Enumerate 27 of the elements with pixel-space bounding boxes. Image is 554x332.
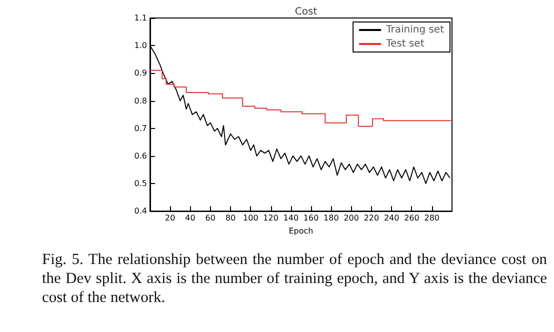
x-tick-label: 220 — [364, 214, 380, 223]
x-tick-label: 200 — [344, 214, 359, 223]
x-axis-title: Epoch — [288, 226, 314, 236]
x-tick-label: 280 — [424, 214, 440, 223]
chart-title: Cost — [294, 6, 318, 18]
x-tick-label: 260 — [404, 214, 420, 223]
y-tick-label: 1.1 — [134, 14, 147, 22]
y-tick-label: 0.7 — [134, 124, 147, 133]
x-tick-label: 120 — [263, 214, 278, 223]
x-tick-label: 20 — [165, 214, 176, 223]
y-tick-label: 0.5 — [134, 179, 147, 188]
x-tick-label: 180 — [324, 214, 339, 223]
x-tick-label: 160 — [303, 214, 319, 223]
x-tick-label: 100 — [243, 214, 258, 223]
x-tick-label: 40 — [185, 214, 196, 223]
caption: Fig. 5. The relationship between the number of epoch and the deviance cost on the Dev split. X axis is the number of training epoch, and Y axis is the deviance cost of the network. — [42, 250, 547, 307]
legend-label: Training set — [385, 24, 444, 36]
y-tick-label: 1.0 — [134, 41, 147, 50]
x-tick-label: 140 — [283, 214, 299, 223]
legend-label: Test set — [385, 38, 424, 50]
y-tick-label: 0.8 — [134, 96, 147, 106]
y-tick-label: 0.6 — [134, 151, 147, 160]
x-tick-label: 60 — [205, 214, 216, 223]
y-tick-label: 0.4 — [134, 206, 147, 216]
x-tick-label: 240 — [384, 214, 400, 223]
y-tick-label: 0.9 — [134, 68, 147, 78]
x-tick-label: 80 — [225, 214, 236, 223]
